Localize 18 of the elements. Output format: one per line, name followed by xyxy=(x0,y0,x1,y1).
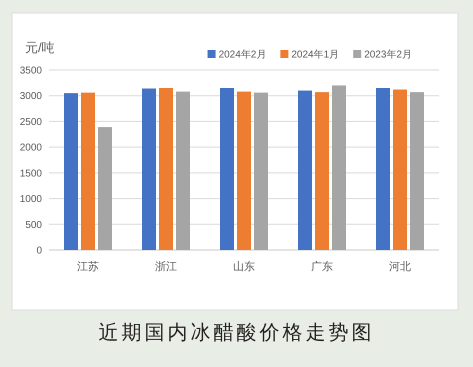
title: 近期国内冰醋酸价格走势图 xyxy=(98,322,374,344)
x-tick-label: 江苏 xyxy=(77,261,99,273)
y-tick-label: 3000 xyxy=(20,91,42,102)
x-tick-label: 浙江 xyxy=(155,261,177,273)
y-tick-label: 2000 xyxy=(20,142,42,154)
legend-label: 2024年1月 xyxy=(291,50,340,60)
x-tick-label: 河北 xyxy=(389,261,411,273)
legend-label: 2023年2月 xyxy=(364,50,412,60)
y-tick-label: 2500 xyxy=(20,116,42,128)
y-axis-title: 元/吨 xyxy=(25,40,55,55)
y-tick-label: 0 xyxy=(36,246,42,256)
y-tick-label: 1500 xyxy=(20,168,42,180)
x-tick-label: 广东 xyxy=(311,261,333,273)
y-tick-label: 3500 xyxy=(20,66,42,76)
y-tick-label: 1000 xyxy=(20,194,42,206)
x-tick-label: 山东 xyxy=(233,261,255,273)
y-tick-label: 500 xyxy=(25,220,42,231)
legend-label: 2024年2月 xyxy=(218,50,266,60)
